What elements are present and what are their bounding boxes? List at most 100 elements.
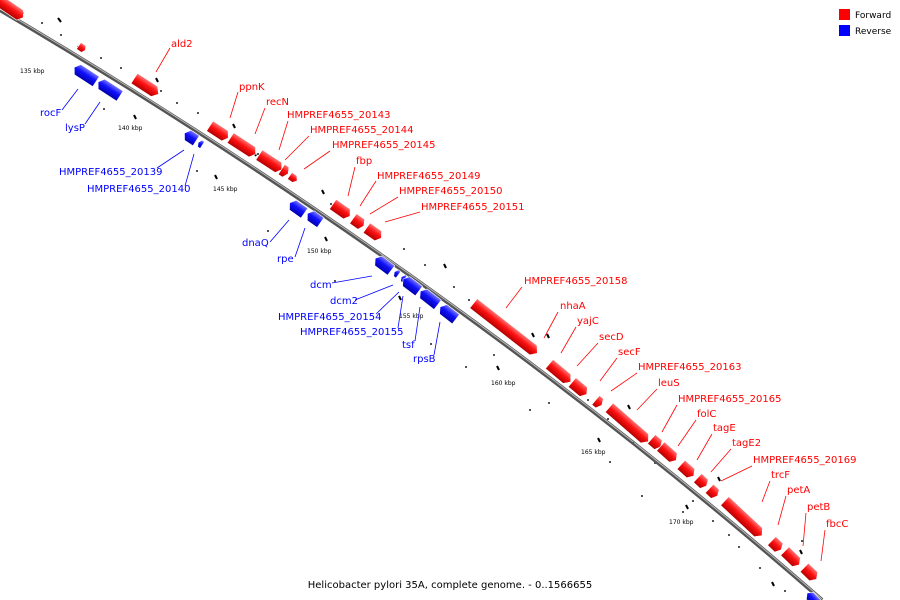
gene-rocF[interactable] [71, 62, 100, 87]
gene-HMPREF4655-20155[interactable] [399, 274, 424, 297]
reverse-genes [71, 62, 823, 600]
gene-forward-small-0[interactable] [76, 42, 87, 53]
label-HMPREF4655-20151: HMPREF4655_20151 [421, 202, 524, 213]
gene-HMPREF4655-20149[interactable] [349, 213, 368, 231]
gene-tagE[interactable] [693, 473, 711, 491]
gene-rpe[interactable] [304, 208, 325, 228]
gene-HMPREF4655-20144[interactable] [277, 163, 291, 178]
gene-nhaA[interactable] [544, 358, 574, 386]
gene-recN[interactable] [226, 132, 259, 159]
tick-label-140: 140 kbp [118, 125, 143, 132]
label-HMPREF4655-20154: HMPREF4655_20154 [278, 312, 381, 323]
forward-genes [0, 0, 821, 583]
gene-HMPREF4655-20165[interactable] [656, 441, 681, 465]
gene-rpsB[interactable] [436, 302, 460, 325]
legend-swatch-reverse [839, 25, 850, 36]
gene-leuS[interactable] [647, 434, 665, 452]
gene-HMPREF4655-20140[interactable] [196, 139, 205, 149]
label-dcm: dcm [310, 280, 332, 291]
gene-HMPREF4655-20143[interactable] [255, 149, 285, 175]
gene-dcm[interactable] [372, 254, 396, 276]
gene-tagE2[interactable] [704, 483, 721, 500]
minor-ticks [22, 12, 803, 592]
label-rpsB: rpsB [413, 354, 436, 365]
label-yajC: yajC [577, 316, 599, 327]
label-ppnK: ppnK [239, 82, 265, 93]
label-HMPREF4655-20163: HMPREF4655_20163 [638, 362, 741, 373]
label-petA: petA [787, 485, 810, 496]
legend-label-forward: Forward [855, 11, 891, 21]
label-ald2: ald2 [171, 39, 193, 50]
gene-folC[interactable] [676, 459, 698, 480]
gene-fbcC[interactable] [799, 562, 821, 583]
tick-label-135: 135 kbp [20, 68, 45, 75]
major-ticks [57, 17, 803, 587]
gene-HMPREF4655-20163[interactable] [604, 402, 652, 446]
gene-HMPREF4655-20169[interactable] [720, 496, 766, 541]
legend-label-reverse: Reverse [855, 27, 892, 37]
label-nhaA: nhaA [560, 301, 586, 312]
label-recN: recN [266, 97, 289, 108]
gene-ald2[interactable] [130, 72, 162, 99]
tick-label-145: 145 kbp [213, 186, 238, 193]
label-dnaQ: dnaQ [242, 238, 269, 249]
label-leuS: leuS [658, 378, 680, 389]
label-HMPREF4655-20150: HMPREF4655_20150 [399, 186, 502, 197]
gene-tsf[interactable] [417, 286, 442, 310]
label-HMPREF4655-20145: HMPREF4655_20145 [332, 140, 435, 151]
label-folC: folC [697, 409, 716, 420]
gene-forward-0[interactable] [0, 0, 27, 22]
gene-dcm2[interactable] [392, 269, 402, 279]
label-dcm2: dcm2 [330, 296, 358, 307]
reverse-label-lines [61, 88, 441, 356]
label-HMPREF4655-20140: HMPREF4655_20140 [87, 184, 190, 195]
label-HMPREF4655-20144: HMPREF4655_20144 [310, 125, 413, 136]
genome-backbone [0, 8, 824, 600]
gene-fbp[interactable] [328, 198, 353, 221]
map-caption: Helicobacter pylori 35A, complete genome… [308, 580, 592, 591]
label-secF: secF [618, 347, 641, 358]
gene-HMPREF4655-20139[interactable] [181, 128, 200, 147]
tick-label-170: 170 kbp [669, 519, 694, 526]
label-tagE2: tagE2 [732, 438, 761, 449]
label-HMPREF4655-20165: HMPREF4655_20165 [678, 394, 781, 405]
label-fbcC: fbcC [826, 519, 848, 530]
legend-swatch-forward [839, 9, 850, 20]
gene-secD[interactable] [567, 377, 590, 399]
label-HMPREF4655-20169: HMPREF4655_20169 [753, 455, 856, 466]
label-HMPREF4655-20143: HMPREF4655_20143 [287, 110, 390, 121]
gene-petA[interactable] [780, 546, 804, 570]
label-petB: petB [807, 502, 830, 513]
reverse-labels: rocF lysP HMPREF4655_20139 HMPREF4655_20… [40, 108, 436, 365]
tick-label-155: 155 kbp [399, 313, 424, 320]
gene-ppnK[interactable] [206, 120, 232, 143]
gene-lysP[interactable] [95, 77, 124, 102]
label-rpe: rpe [277, 254, 294, 265]
legend: Forward Reverse [839, 9, 892, 37]
label-secD: secD [599, 332, 624, 343]
tick-labels: 135 kbp 140 kbp 145 kbp 150 kbp 155 kbp … [20, 68, 694, 526]
label-rocF: rocF [40, 108, 62, 119]
gene-HMPREF4655-20150[interactable] [362, 222, 385, 243]
gene-HMPREF4655-20145[interactable] [287, 172, 299, 184]
label-lysP: lysP [65, 123, 85, 134]
label-trcF: trcF [771, 470, 790, 481]
forward-label-lines [155, 47, 826, 562]
gene-HMPREF4655-20158[interactable] [469, 298, 541, 358]
gene-dnaQ[interactable] [286, 198, 309, 219]
label-HMPREF4655-20155: HMPREF4655_20155 [300, 327, 403, 338]
label-tagE: tagE [713, 423, 736, 434]
tick-label-150: 150 kbp [307, 248, 332, 255]
label-HMPREF4655-20139: HMPREF4655_20139 [59, 167, 162, 178]
label-HMPREF4655-20158: HMPREF4655_20158 [524, 276, 627, 287]
gene-trcF[interactable] [767, 536, 786, 555]
gene-secF[interactable] [591, 395, 606, 409]
tick-label-165: 165 kbp [581, 449, 606, 456]
label-fbp: fbp [356, 156, 372, 167]
forward-labels: ald2 ppnK recN HMPREF4655_20143 HMPREF46… [171, 39, 856, 530]
label-HMPREF4655-20149: HMPREF4655_20149 [377, 171, 480, 182]
gene-reverse-bottom[interactable] [804, 589, 823, 600]
tick-label-160: 160 kbp [491, 380, 516, 387]
